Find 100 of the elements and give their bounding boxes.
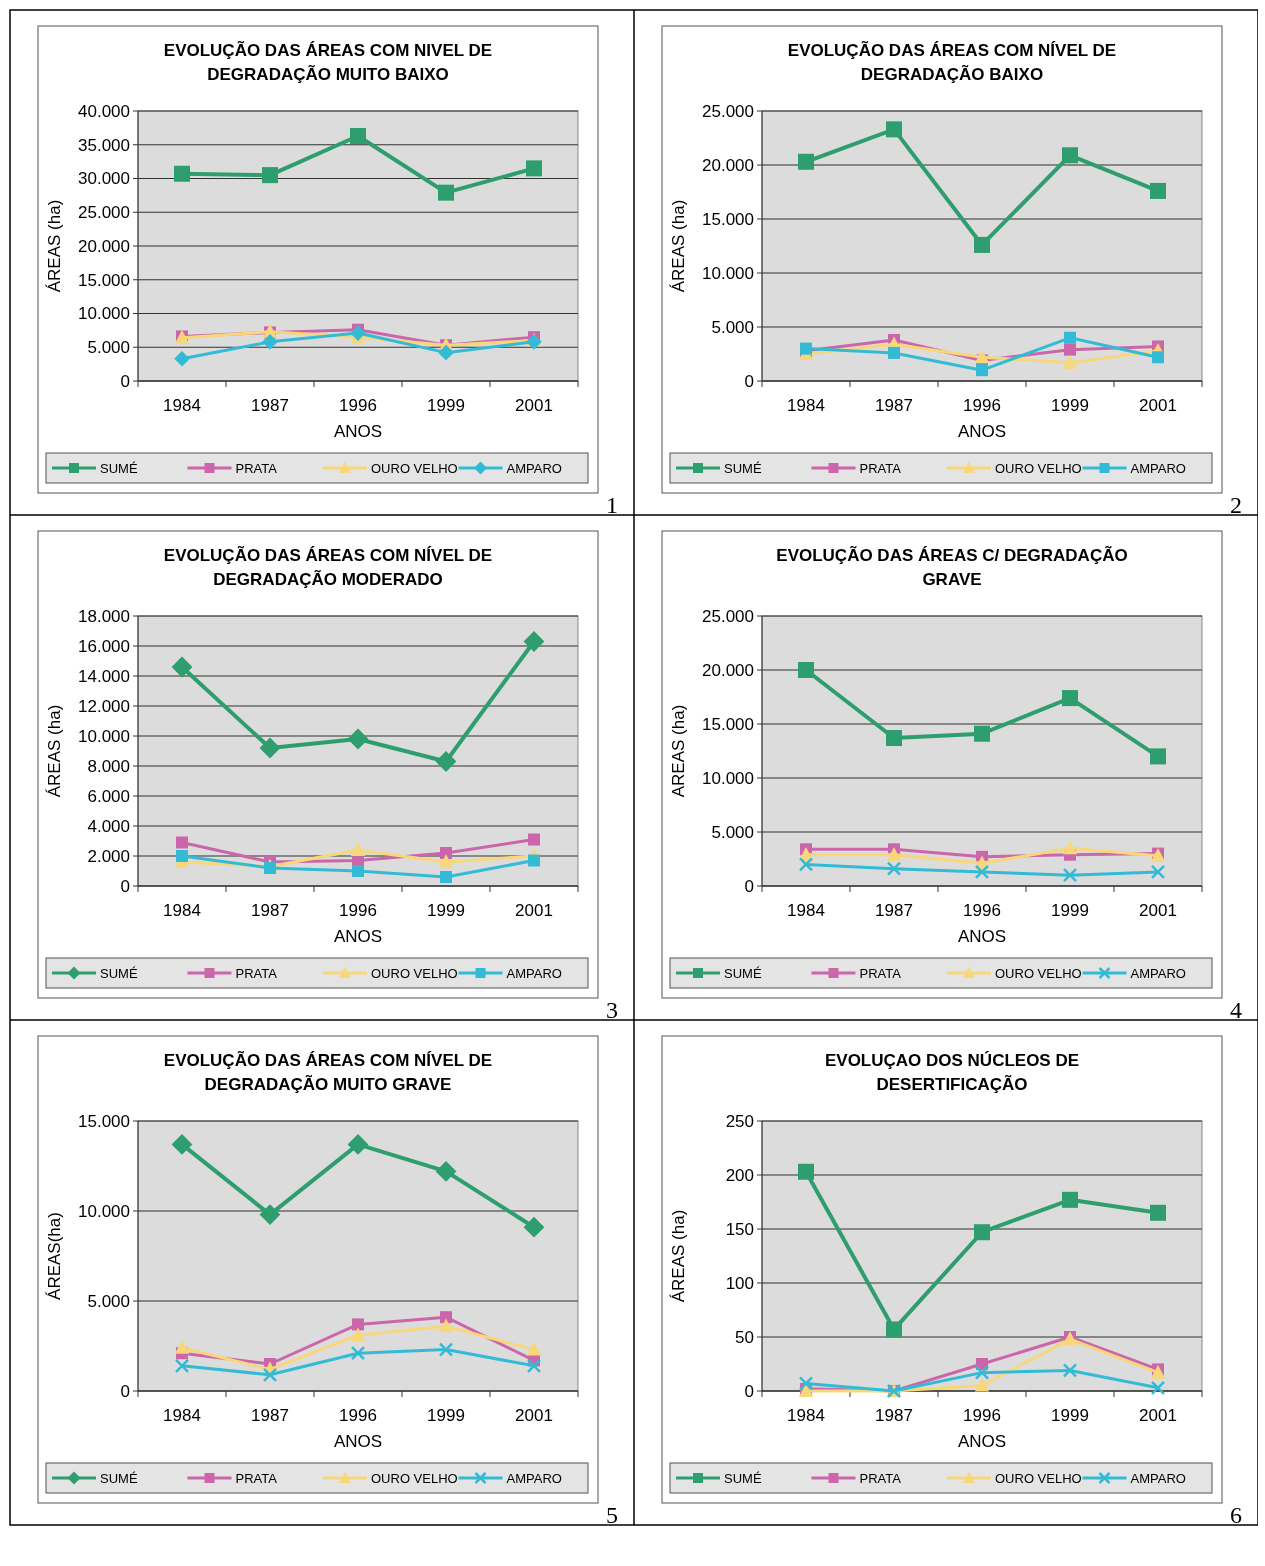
point: [176, 850, 188, 862]
y-tick-label: 5.000: [711, 822, 754, 842]
legend-label: AMPARO: [506, 460, 562, 476]
y-tick-label: 15.000: [702, 209, 754, 229]
y-tick-label: 20.000: [702, 155, 754, 175]
x-axis-title: ANOS: [957, 422, 1007, 441]
point: [888, 346, 900, 359]
x-tick-label: 1984: [163, 901, 201, 920]
legend-label: OURO VELHO: [995, 965, 1082, 981]
point: [440, 1311, 452, 1324]
y-tick-label: 0: [744, 1381, 754, 1401]
y-tick-label: 0: [120, 876, 130, 896]
legend-label: OURO VELHO: [371, 460, 458, 476]
x-tick-label: 1999: [1051, 901, 1089, 920]
legend-label: AMPARO: [1130, 1470, 1186, 1486]
chart-title: EVOLUÇÃO DAS ÁREAS COM NÍVEL DE DEGRADAÇÃO MUITO GRAVE: [163, 1050, 493, 1094]
point: [974, 1377, 990, 1392]
x-tick-label: 1996: [963, 901, 1001, 920]
point: [262, 167, 278, 184]
x-tick-label: 1984: [163, 396, 201, 415]
x-tick-label: 1999: [427, 1406, 465, 1425]
point: [264, 862, 276, 874]
text: 3: [606, 997, 618, 1023]
point: [1062, 840, 1078, 855]
y-tick-label: 15.000: [702, 714, 754, 734]
point: [1062, 354, 1078, 369]
point: [440, 847, 452, 859]
x-axis-title: ANOS: [333, 422, 383, 441]
text: 2: [1230, 492, 1242, 518]
y-tick-label: 10.000: [702, 263, 754, 283]
chart-title: EVOLUÇÃO DAS ÁREAS COM NÍVEL DE DEGRADAÇÃO BAIXO: [787, 40, 1117, 84]
legend-label: SUMÉ: [724, 965, 762, 981]
legend-label: PRATA: [235, 1470, 278, 1486]
point: [350, 842, 366, 856]
point: [347, 1134, 369, 1155]
y-tick-label: 10.000: [78, 726, 130, 746]
point: [974, 349, 990, 364]
point: [1150, 1204, 1166, 1221]
point: [176, 836, 188, 849]
x-tick-label: 1999: [427, 396, 465, 415]
point: [523, 631, 545, 652]
y-tick-label: 15.000: [78, 270, 130, 290]
y-tick-label: 10.000: [78, 1201, 130, 1221]
point: [440, 871, 452, 883]
legend-label: OURO VELHO: [995, 1470, 1082, 1486]
y-tick-label: 250: [725, 1111, 754, 1131]
legend-label: PRATA: [859, 965, 902, 981]
point: [886, 861, 902, 876]
point: [798, 662, 814, 678]
y-axis-title: ÁREAS (ha): [45, 199, 64, 293]
y-tick-label: 5.000: [87, 1291, 130, 1311]
x-tick-label: 2001: [1139, 1406, 1177, 1425]
y-tick-label: 12.000: [78, 696, 130, 716]
y-tick-label: 25.000: [702, 101, 754, 121]
point: [1150, 864, 1166, 880]
y-axis-title: ÁREAS(ha): [45, 1212, 64, 1300]
legend-label: OURO VELHO: [371, 1470, 458, 1486]
x-tick-label: 1984: [787, 396, 825, 415]
point: [350, 1345, 366, 1361]
point: [1062, 690, 1078, 707]
legend-label: SUMÉ: [724, 1470, 762, 1486]
point: [350, 127, 366, 144]
y-tick-label: 40.000: [78, 101, 130, 121]
point: [174, 165, 190, 182]
point: [974, 1224, 990, 1241]
x-tick-label: 1996: [339, 396, 377, 415]
point: [174, 1340, 190, 1354]
point: [435, 751, 457, 772]
point: [438, 344, 454, 361]
legend-label: SUMÉ: [100, 965, 138, 981]
y-tick-label: 25.000: [78, 203, 130, 223]
point: [976, 364, 988, 377]
x-axis-title: ANOS: [333, 927, 383, 946]
point: [262, 334, 278, 350]
x-tick-label: 1999: [427, 901, 465, 920]
x-tick-label: 2001: [1139, 396, 1177, 415]
point: [974, 864, 990, 880]
x-axis-title: ANOS: [957, 1432, 1007, 1451]
legend-label: PRATA: [859, 1470, 902, 1486]
point: [528, 833, 540, 846]
point: [174, 350, 190, 367]
text: 4: [1230, 997, 1242, 1023]
point: [352, 865, 364, 877]
y-tick-label: 5.000: [87, 338, 130, 358]
y-tick-label: 20.000: [702, 660, 754, 680]
y-tick-label: 10.000: [702, 768, 754, 788]
point: [1150, 1380, 1166, 1396]
legend-label: AMPARO: [506, 1470, 562, 1486]
y-tick-label: 15.000: [78, 1111, 130, 1131]
y-tick-label: 0: [120, 371, 130, 391]
y-axis-title: ÁREAS (ha): [669, 199, 688, 293]
y-tick-label: 35.000: [78, 135, 130, 155]
legend-label: PRATA: [859, 460, 902, 476]
y-tick-label: 18.000: [78, 606, 130, 626]
point: [435, 1161, 457, 1182]
text: 1: [606, 492, 618, 518]
point: [798, 1163, 814, 1180]
x-tick-label: 1984: [163, 1406, 201, 1425]
point: [1062, 147, 1078, 164]
x-tick-label: 1996: [963, 1406, 1001, 1425]
